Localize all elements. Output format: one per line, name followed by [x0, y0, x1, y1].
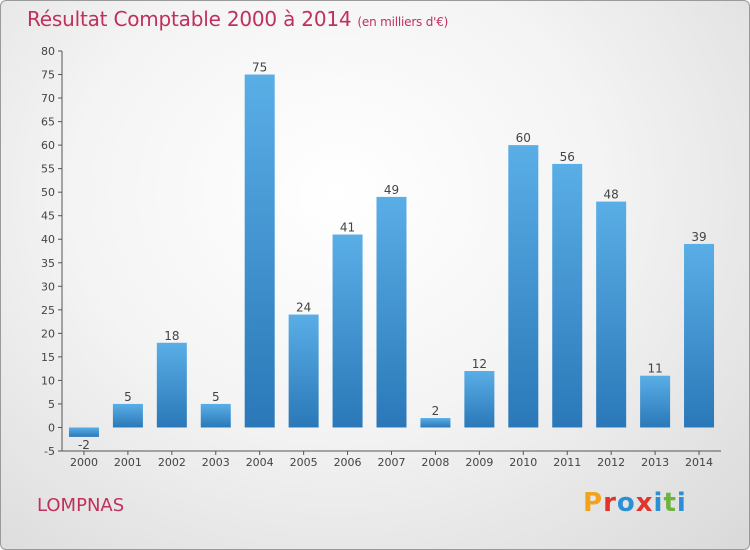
y-tick-label: 40 [41, 233, 55, 246]
bar [376, 196, 407, 428]
bar [596, 201, 627, 428]
x-tick-label: 2006 [334, 456, 362, 469]
y-tick-label: 75 [41, 69, 55, 82]
bar-value-label: 2 [432, 404, 440, 418]
y-tick-label: 20 [41, 327, 55, 340]
x-tick-label: 2014 [685, 456, 713, 469]
y-tick-label: 30 [41, 280, 55, 293]
proxiti-logo: Proxiti [583, 488, 687, 518]
chart-bars [68, 74, 715, 437]
bar [332, 234, 363, 428]
y-tick-label: 15 [41, 351, 55, 364]
bar [244, 74, 275, 428]
bar [640, 375, 671, 428]
bar-value-label: 18 [164, 329, 179, 343]
x-tick-label: 2005 [290, 456, 318, 469]
bar [200, 403, 231, 428]
bar-value-label: 39 [691, 230, 706, 244]
bar-value-label: 5 [124, 390, 132, 404]
x-tick-label: 2013 [641, 456, 669, 469]
y-tick-label: 55 [41, 163, 55, 176]
bar-value-label: -2 [78, 438, 90, 452]
x-tick-label: 2007 [378, 456, 406, 469]
bar [288, 314, 319, 428]
bar [112, 403, 143, 428]
y-tick-label: 25 [41, 304, 55, 317]
bar-value-label: 60 [516, 131, 531, 145]
bar-value-label: 56 [560, 150, 575, 164]
bar-value-label: 49 [384, 183, 399, 197]
bar-value-label: 12 [472, 357, 487, 371]
commune-name: LOMPNAS [37, 495, 125, 516]
chart-data-labels: -2 5 18 5 75 24 41 49 2 12 60 56 48 11 39 [78, 61, 707, 452]
title-text: Résultat Comptable 2000 à 2014 [27, 7, 352, 31]
bar-value-label: 75 [252, 61, 267, 75]
x-tick-label: 2004 [246, 456, 274, 469]
y-tick-label: 45 [41, 210, 55, 223]
bar [508, 145, 539, 428]
y-tick-label: 70 [41, 92, 55, 105]
y-tick-label: 50 [41, 186, 55, 199]
x-tick-label: 2011 [553, 456, 581, 469]
bar-value-label: 41 [340, 221, 355, 235]
y-tick-label: 35 [41, 257, 55, 270]
x-tick-label: 2009 [465, 456, 493, 469]
x-tick-label: 2008 [421, 456, 449, 469]
y-tick-label: 65 [41, 116, 55, 129]
title-unit: (en milliers d'€) [357, 15, 449, 29]
bar-value-label: 5 [212, 390, 220, 404]
y-tick-label: 80 [41, 45, 55, 58]
y-tick-label: 5 [48, 398, 55, 411]
y-tick-label: -5 [44, 445, 55, 458]
bar-value-label: 11 [647, 362, 662, 376]
bar [684, 243, 715, 428]
bar [552, 163, 583, 428]
bar [464, 371, 495, 428]
y-tick-label: 60 [41, 139, 55, 152]
bar [68, 427, 99, 437]
x-tick-label: 2010 [509, 456, 537, 469]
x-tick-label: 2003 [202, 456, 230, 469]
chart-title: Résultat Comptable 2000 à 2014 (en millie… [27, 7, 448, 31]
bar-value-label: 48 [604, 188, 619, 202]
x-tick-label: 2012 [597, 456, 625, 469]
x-tick-label: 2000 [70, 456, 98, 469]
x-tick-label: 2001 [114, 456, 142, 469]
x-tick-label: 2002 [158, 456, 186, 469]
y-tick-label: 10 [41, 374, 55, 387]
bar [156, 342, 187, 428]
y-tick-label: 0 [48, 421, 55, 434]
bar [420, 418, 451, 428]
bar-value-label: 24 [296, 301, 311, 315]
